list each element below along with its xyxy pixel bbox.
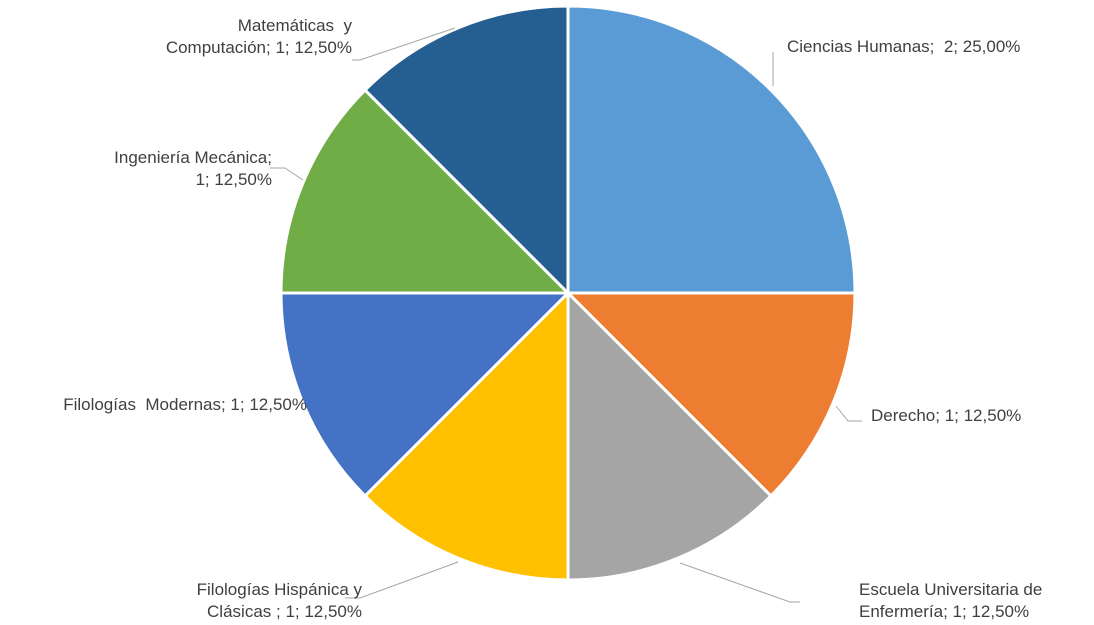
leader-lines [270,27,862,603]
data-label-line: Ciencias Humanas; 2; 25,00% [787,37,1020,56]
pie-slices [279,4,857,582]
data-label: Derecho; 1; 12,50% [871,406,1021,425]
leader-line [270,167,304,181]
pie-slice [362,4,570,297]
leader-line [835,405,862,422]
pie-slice [362,289,570,582]
data-label-line: Derecho; 1; 12,50% [871,406,1021,425]
data-label: Ingeniería Mecánica; 1; 12,50% [114,148,272,189]
data-label-line: Computación; 1; 12,50% [166,38,352,57]
data-label: Filologías Modernas; 1; 12,50% [63,395,307,414]
pie-slice [564,291,857,499]
data-label-line: Filologías Hispánica y [197,580,363,599]
pie-slice [279,291,572,499]
data-label-line: Ingeniería Mecánica; [114,148,272,167]
data-label: Matemáticas y Computación; 1; 12,50% [166,16,353,57]
data-labels: Ciencias Humanas; 2; 25,00% Derecho; 1; 1… [63,16,1042,621]
leader-line [345,561,459,599]
data-label-line: Escuela Universitaria de [859,580,1042,599]
pie-slice [566,4,857,295]
data-label: Filologías Hispánica y Clásicas ; 1; 12,5… [197,580,363,621]
leader-line [679,562,800,603]
data-label-line: Clásicas ; 1; 12,50% [207,602,362,621]
data-label-line: 1; 12,50% [195,170,272,189]
data-label-line: Filologías Modernas; 1; 12,50% [63,395,307,414]
data-label-line: Enfermería; 1; 12,50% [859,602,1029,621]
pie-slice [566,289,774,582]
data-label: Escuela Universitaria de Enfermería; 1; 1… [859,580,1042,621]
pie-slice [279,87,572,295]
data-label: Ciencias Humanas; 2; 25,00% [787,37,1020,56]
data-label-line: Matemáticas y [238,16,353,35]
leader-line [352,27,456,61]
